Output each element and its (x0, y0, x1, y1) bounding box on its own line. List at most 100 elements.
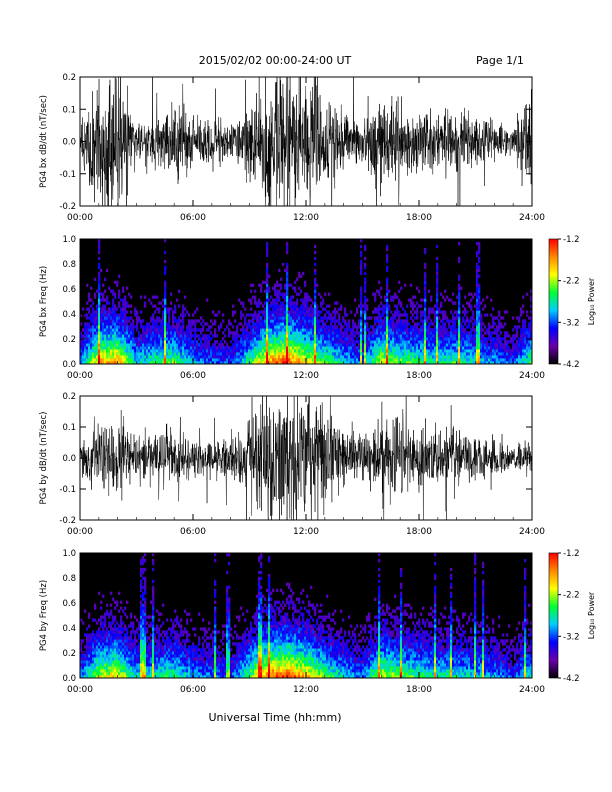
spectrogram-cell (516, 340, 519, 344)
spectrogram-cell (266, 358, 269, 362)
spectrogram-cell (458, 352, 461, 356)
spectrogram-cell (314, 298, 317, 302)
spectrogram-cell (290, 304, 293, 308)
spectrogram-cell (112, 346, 115, 350)
spectrogram-cell (104, 630, 107, 634)
spectrogram-cell (184, 355, 187, 359)
spectrogram-cell (450, 325, 453, 329)
spectrogram-cell (474, 334, 477, 338)
spectrogram-cell (288, 283, 291, 287)
spectrogram-cell (424, 262, 427, 267)
spectrogram-cell (530, 361, 533, 365)
spectrogram-cell (328, 340, 331, 344)
spectrogram-cell (482, 307, 485, 311)
spectrogram-cell (164, 331, 167, 335)
spectrogram-cell (142, 609, 145, 613)
spectrogram-cell (112, 304, 115, 308)
spectrogram-cell (460, 331, 463, 335)
spectrogram-cell (138, 624, 141, 628)
spectrogram-cell (174, 328, 177, 332)
spectrogram-cell (462, 304, 465, 308)
spectrogram-cell (134, 325, 137, 329)
spectrogram-cell (476, 295, 479, 299)
spectrogram-cell (214, 352, 217, 356)
spectrogram-cell (286, 268, 289, 273)
spectrogram-cell (292, 349, 295, 353)
spectrogram-cell (82, 660, 85, 664)
spectrogram-cell (302, 316, 305, 320)
spectrogram-cell (134, 313, 137, 317)
spectrogram-cell (296, 304, 299, 308)
spectrogram-cell (254, 313, 257, 317)
spectrogram-cell (440, 319, 443, 323)
spectrogram-cell (238, 322, 241, 326)
spectrogram-cell (376, 346, 379, 350)
spectrogram-cell (436, 310, 439, 314)
spectrogram-cell (522, 361, 525, 365)
spectrogram-cell (98, 591, 101, 595)
spectrogram-cell (282, 361, 285, 365)
spectrogram-cell (438, 325, 441, 329)
spectrogram-cell (338, 316, 341, 320)
spectrogram-cell (424, 289, 427, 293)
spectrogram-cell (338, 334, 341, 338)
spectrogram-cell (302, 331, 305, 335)
spectrogram-cell (456, 343, 459, 347)
spectrogram-cell (98, 239, 101, 243)
spectrogram-cell (422, 346, 425, 350)
spectrogram-cell (196, 307, 199, 311)
spectrogram-cell (254, 301, 257, 305)
spectrogram-cell (130, 612, 133, 616)
spectrogram-cell (326, 355, 329, 359)
spectrogram-cell (84, 663, 87, 667)
spectrogram-cell (442, 313, 445, 317)
spectrogram-cell (394, 304, 397, 308)
spectrogram-cell (88, 645, 91, 649)
spectrogram-cell (430, 349, 433, 353)
spectrogram-cell (392, 352, 395, 356)
spectrogram-cell (258, 340, 261, 344)
spectrogram-cell (500, 358, 503, 362)
spectrogram-cell (436, 265, 439, 270)
spectrogram-cell (318, 361, 321, 365)
spectrogram-cell (272, 301, 275, 305)
spectrogram-cell (232, 346, 235, 350)
spectrogram-cell (122, 660, 125, 664)
spectrogram-cell (264, 337, 267, 341)
spectrogram-cell (436, 244, 439, 249)
spectrogram-cell (124, 669, 127, 673)
spectrogram-cell (498, 322, 501, 326)
spectrogram-cell (124, 666, 127, 670)
spectrogram-cell (326, 331, 329, 335)
spectrogram-cell (180, 340, 183, 344)
spectrogram-cell (154, 319, 157, 323)
spectrogram-cell (394, 355, 397, 359)
spectrogram-cell (88, 358, 91, 362)
spectrogram-cell (144, 361, 147, 365)
spectrogram-cell (164, 239, 167, 243)
spectrogram-cell (98, 241, 101, 246)
spectrogram-cell (96, 636, 99, 640)
spectrogram-cell (182, 358, 185, 362)
spectrogram-cell (268, 337, 271, 341)
spectrogram-cell (248, 352, 251, 356)
spectrogram-cell (120, 630, 123, 634)
spectrogram-cell (114, 304, 117, 308)
spectrogram-cell (222, 319, 225, 323)
spectrogram-cell (508, 334, 511, 338)
spectrogram-cell (292, 328, 295, 332)
spectrogram-cell (276, 307, 279, 311)
spectrogram-cell (120, 675, 123, 679)
spectrogram-cell (292, 307, 295, 311)
spectrogram-cell (138, 669, 141, 673)
spectrogram-cell (526, 346, 529, 350)
spectrogram-cell (108, 301, 111, 305)
spectrogram-cell (272, 361, 275, 365)
spectrogram-cell (136, 328, 139, 332)
spectrogram-cell (274, 286, 277, 290)
spectrogram-cell (110, 666, 113, 670)
spectrogram-cell (486, 295, 489, 299)
spectrogram-cell (154, 334, 157, 338)
spectrogram-cell (266, 349, 269, 353)
spectrogram-cell (494, 340, 497, 344)
